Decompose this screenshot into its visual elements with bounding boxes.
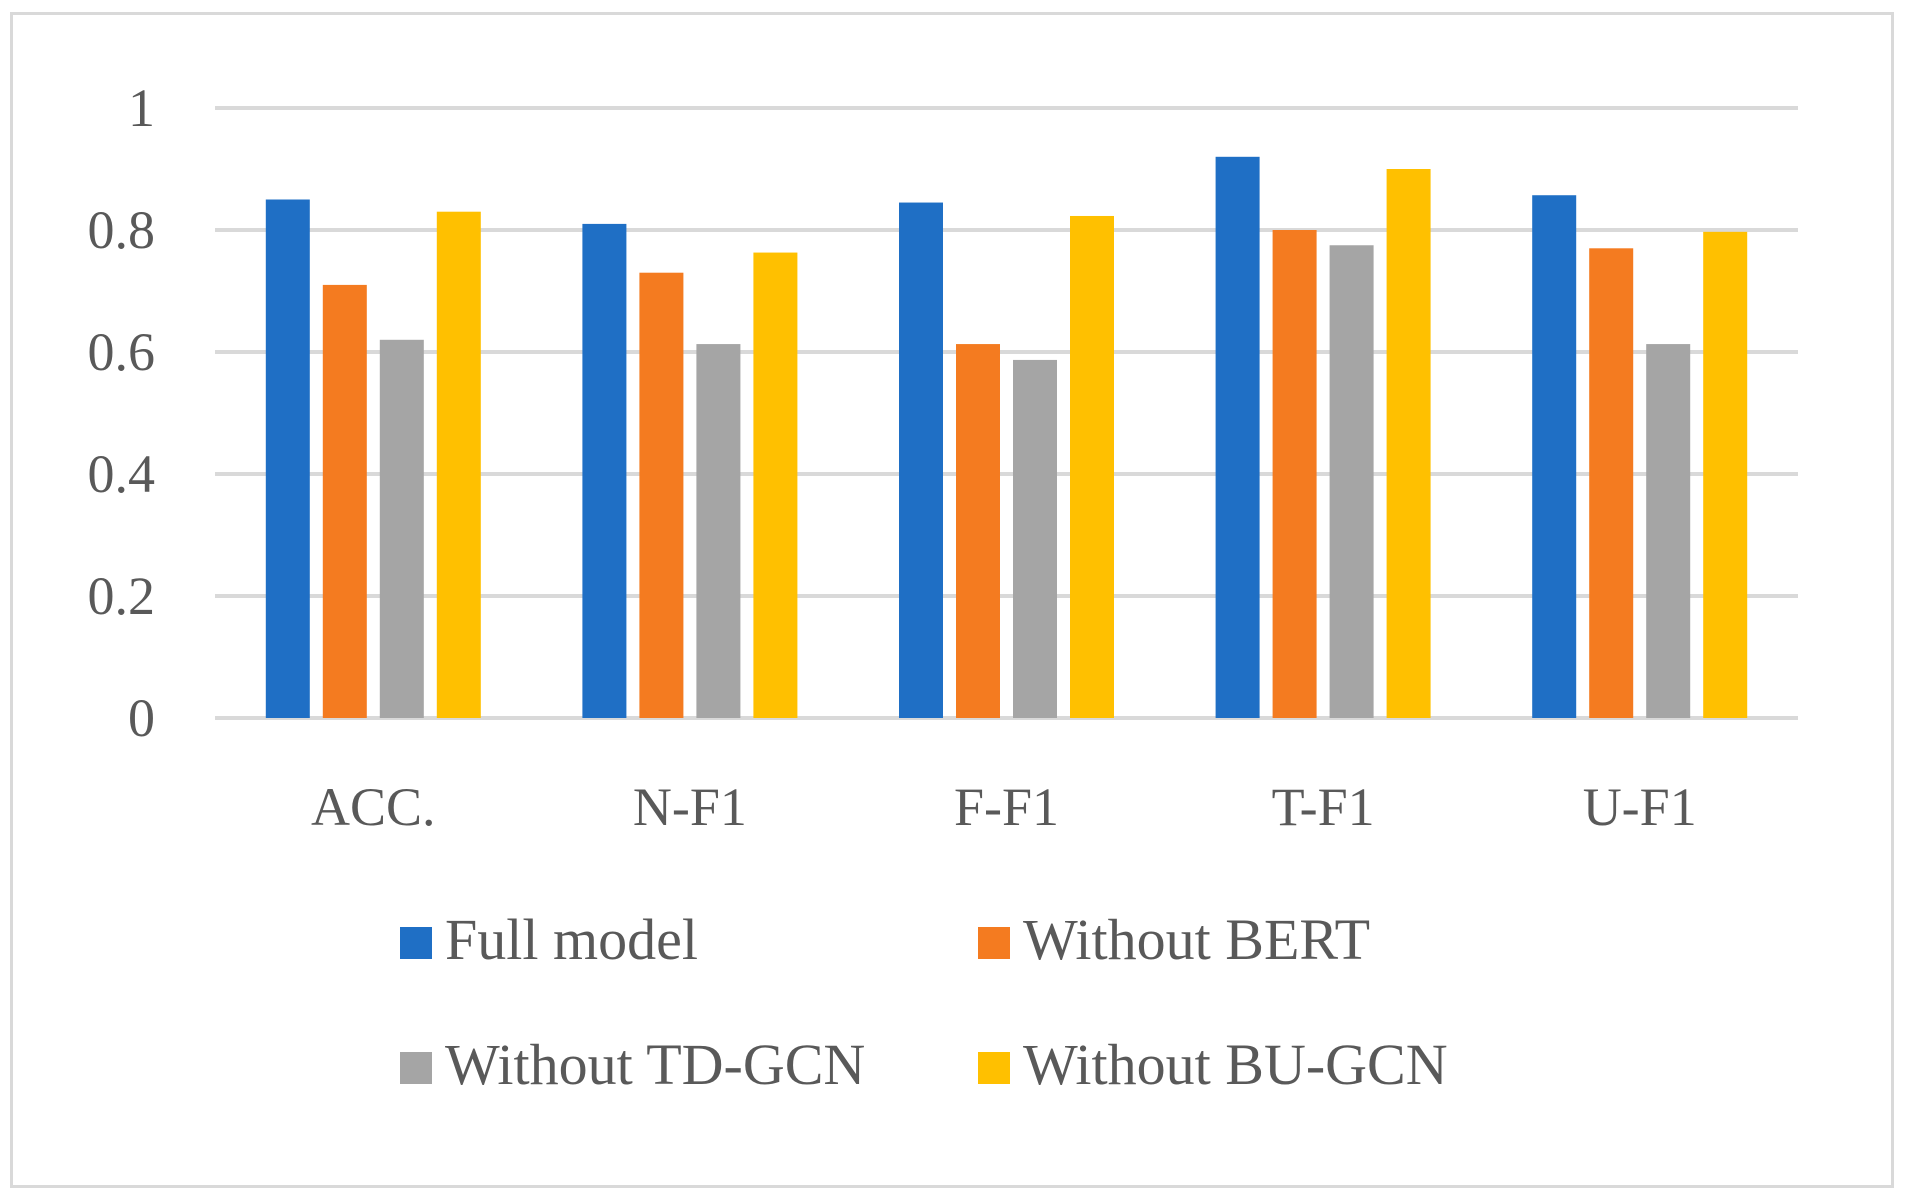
- y-tick-label: 0: [128, 688, 155, 748]
- bar-without-bert-ff1: [956, 344, 1000, 718]
- bar-without-bert-uf1: [1589, 248, 1634, 719]
- bar-without-bu-gcn-uf1: [1703, 231, 1748, 718]
- bar-without-bu-gcn-ff1: [1070, 215, 1114, 718]
- bar-without-bu-gcn-nf1: [753, 252, 798, 718]
- bar-without-bert-tf1: [1272, 230, 1317, 718]
- x-axis-ticks: ACC. N-F1 F-F1 T-F1 U-F1: [311, 777, 1697, 837]
- legend-label: Full model: [445, 907, 698, 972]
- x-tick-label: T-F1: [1272, 777, 1375, 837]
- bar-full-model-uf1: [1532, 195, 1577, 719]
- x-tick-label: ACC.: [311, 777, 436, 837]
- y-tick-label: 0.6: [88, 322, 156, 382]
- legend-swatch: [978, 927, 1010, 959]
- bar-without-td-gcn-tf1: [1329, 245, 1374, 718]
- legend-swatch: [400, 927, 432, 959]
- y-tick-label: 0.4: [88, 444, 156, 504]
- y-axis-ticks: 0 0.2 0.4 0.6 0.8 1: [88, 78, 156, 748]
- bar-without-td-gcn-acc: [379, 339, 424, 718]
- legend-label: Without BU-GCN: [1023, 1032, 1448, 1097]
- bar-without-td-gcn-uf1: [1646, 344, 1691, 718]
- legend: Full model Without BERT Without TD-GCN With…: [400, 907, 1448, 1097]
- x-tick-label: N-F1: [633, 777, 747, 837]
- y-tick-label: 0.8: [88, 200, 156, 260]
- bars: [265, 156, 1748, 719]
- bar-without-bu-gcn-tf1: [1386, 169, 1431, 718]
- legend-label: Without TD-GCN: [445, 1032, 865, 1097]
- bar-without-td-gcn-nf1: [696, 344, 741, 718]
- legend-swatch: [400, 1052, 432, 1084]
- x-tick-label: F-F1: [954, 777, 1059, 837]
- bar-without-bert-acc: [322, 284, 367, 718]
- y-tick-label: 1: [128, 78, 155, 138]
- bar-full-model-acc: [265, 199, 310, 718]
- legend-label: Without BERT: [1023, 907, 1370, 972]
- legend-swatch: [978, 1052, 1010, 1084]
- bar-without-td-gcn-ff1: [1013, 359, 1057, 718]
- y-tick-label: 0.2: [88, 566, 156, 626]
- bar-without-bu-gcn-acc: [436, 211, 481, 718]
- x-tick-label: U-F1: [1583, 777, 1697, 837]
- bar-full-model-ff1: [899, 202, 943, 719]
- bar-full-model-nf1: [582, 223, 627, 718]
- bar-full-model-tf1: [1215, 156, 1260, 719]
- bar-without-bert-nf1: [639, 272, 684, 718]
